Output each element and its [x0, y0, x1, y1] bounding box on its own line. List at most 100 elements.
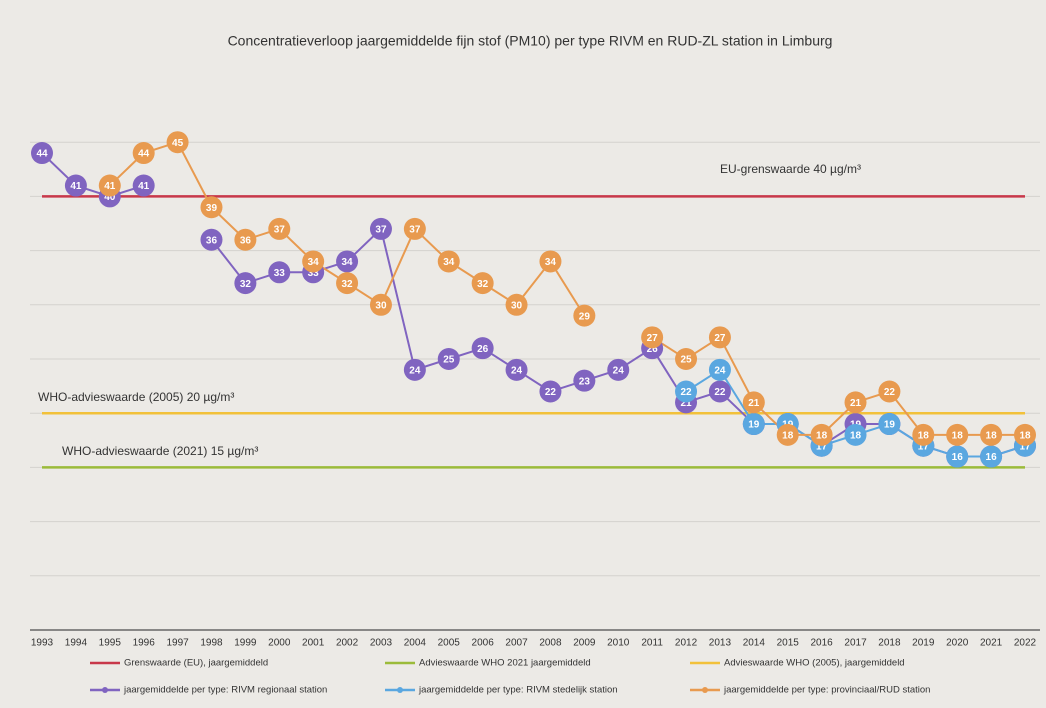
x-tick-label: 1993: [31, 638, 54, 649]
x-tick-label: 2001: [302, 638, 325, 649]
data-label: 32: [342, 279, 354, 290]
x-tick-label: 2017: [844, 638, 867, 649]
x-tick-label: 2013: [709, 638, 732, 649]
data-label: 22: [545, 387, 557, 398]
data-point: [742, 413, 765, 436]
legend-label: jaargemiddelde per type: RIVM stedelijk …: [418, 685, 618, 696]
x-tick-label: 2011: [641, 638, 663, 649]
data-point: [573, 304, 596, 327]
data-label: 37: [375, 225, 387, 236]
data-point: [980, 445, 1003, 468]
annotation: WHO-advieswaarde (2005) 20 µg/m³: [38, 390, 234, 404]
data-label: 18: [850, 431, 862, 442]
data-point: [573, 369, 596, 392]
data-point: [132, 142, 155, 165]
data-point: [166, 131, 189, 154]
data-label: 41: [104, 181, 116, 192]
x-tick-label: 2020: [946, 638, 969, 649]
data-point: [336, 250, 359, 273]
data-label: 26: [647, 344, 659, 355]
data-point: [946, 423, 969, 446]
data-label: 18: [918, 431, 930, 442]
data-label: 45: [172, 138, 184, 149]
data-label: 41: [70, 181, 82, 192]
data-point: [607, 358, 630, 381]
data-point: [505, 293, 528, 316]
data-point: [268, 217, 291, 240]
data-label: 24: [714, 365, 726, 376]
data-point: [844, 391, 867, 414]
data-point: [31, 142, 53, 165]
data-label: 34: [342, 257, 354, 268]
data-point: [810, 423, 833, 446]
data-point: [132, 174, 155, 197]
data-label: 36: [206, 235, 218, 246]
data-label: 21: [850, 398, 862, 409]
data-point: [539, 250, 562, 273]
data-label: 24: [613, 365, 625, 376]
data-label: 37: [274, 225, 286, 236]
data-label: 26: [477, 344, 489, 355]
data-point: [98, 174, 121, 197]
x-tick-label: 2022: [1014, 638, 1037, 649]
data-point: [403, 358, 426, 381]
legend-label: jaargemiddelde per type: RIVM regionaal …: [123, 685, 327, 696]
data-point: [878, 380, 901, 403]
data-label: 32: [477, 279, 489, 290]
x-tick-label: 1997: [166, 638, 189, 649]
x-tick-label: 2015: [777, 638, 800, 649]
data-label: 40: [104, 192, 116, 203]
x-tick-label: 2019: [912, 638, 935, 649]
data-point: [675, 348, 698, 370]
data-point: [369, 293, 392, 316]
x-tick-label: 2014: [743, 638, 766, 649]
data-label: 32: [240, 279, 252, 290]
x-tick-label: 2021: [980, 638, 1003, 649]
data-label: 16: [986, 452, 998, 463]
data-label: 18: [1019, 431, 1031, 442]
data-point: [912, 423, 935, 446]
x-tick-label: 2008: [539, 638, 562, 649]
x-tick-label: 1994: [65, 638, 88, 649]
data-label: 27: [647, 333, 659, 344]
legend-marker: [397, 687, 403, 693]
data-label: 17: [816, 441, 828, 452]
data-label: 22: [884, 387, 896, 398]
x-tick-label: 1999: [234, 638, 257, 649]
data-label: 39: [206, 203, 218, 214]
x-tick-label: 2003: [370, 638, 393, 649]
data-label: 30: [511, 300, 523, 311]
data-point: [946, 445, 969, 468]
data-label: 19: [884, 420, 896, 431]
data-point: [708, 380, 731, 403]
x-tick-label: 2006: [472, 638, 495, 649]
data-point: [708, 358, 731, 381]
data-label: 22: [680, 387, 692, 398]
data-label: 17: [918, 441, 930, 452]
data-label: 30: [375, 300, 387, 311]
x-tick-label: 2000: [268, 638, 291, 649]
data-label: 23: [579, 376, 591, 387]
data-point: [708, 326, 731, 349]
data-point: [878, 413, 901, 436]
legend-marker: [102, 687, 108, 693]
x-tick-label: 2005: [438, 638, 461, 649]
data-label: 36: [240, 235, 252, 246]
data-point: [369, 217, 392, 240]
data-point: [1014, 423, 1036, 446]
annotation: WHO-advieswaarde (2021) 15 µg/m³: [62, 444, 258, 458]
x-tick-label: 1996: [133, 638, 156, 649]
x-tick-label: 1998: [200, 638, 223, 649]
data-label: 34: [443, 257, 455, 268]
x-tick-label: 2004: [404, 638, 427, 649]
data-label: 19: [748, 420, 760, 431]
data-label: 27: [714, 333, 726, 344]
x-tick-label: 2016: [810, 638, 833, 649]
data-label: 18: [782, 431, 794, 442]
data-point: [776, 423, 799, 446]
data-point: [539, 380, 562, 403]
data-label: 33: [308, 268, 320, 279]
data-label: 37: [409, 225, 421, 236]
legend-label: Grenswaarde (EU), jaargemiddeld: [124, 658, 268, 669]
data-label: 24: [511, 365, 523, 376]
